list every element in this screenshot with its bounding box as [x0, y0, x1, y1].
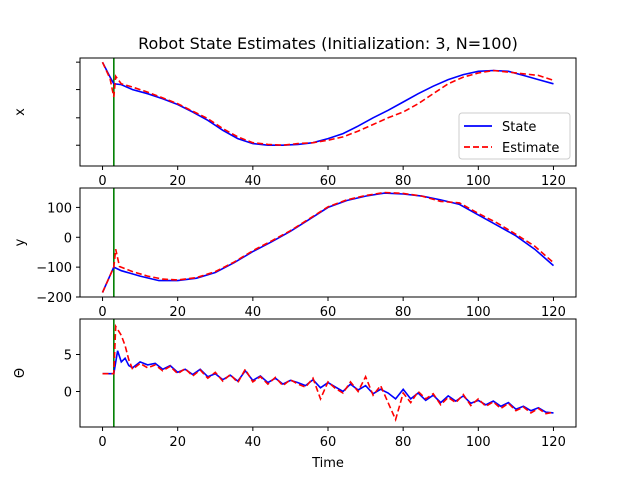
y-tick-label: 100: [47, 201, 72, 216]
y-axis-label: x: [13, 108, 28, 116]
y-tick-label: −100: [36, 261, 72, 276]
series-line-estimate: [102, 323, 554, 422]
y-tick-label: 0: [64, 231, 72, 246]
x-tick-label: 0: [98, 435, 106, 450]
x-tick-label: 0: [98, 174, 106, 189]
x-tick-label: 80: [395, 435, 412, 450]
legend: State Estimate: [458, 112, 571, 160]
x-tick-label: 120: [541, 305, 566, 320]
y-tick-label: −200: [36, 291, 72, 306]
x-tick-label: 60: [320, 435, 337, 450]
subplot-1: 0 20 40 60 80 100 120 x State Estimate: [13, 57, 577, 189]
series-line-estimate: [101, 61, 554, 147]
x-tick-label: 60: [320, 174, 337, 189]
chart-title: Robot State Estimates (Initialization: 3…: [138, 34, 518, 53]
legend-entry-state: State: [502, 120, 536, 135]
series-line-estimate: [101, 191, 555, 293]
x-tick-label: 20: [169, 174, 186, 189]
legend-entry-estimate: Estimate: [502, 141, 559, 156]
plot-frame: [79, 318, 577, 428]
y-tick-label: 0: [64, 385, 72, 400]
plot-frame: [79, 57, 577, 167]
x-tick-label: 0: [98, 305, 106, 320]
x-tick-label: 100: [466, 174, 491, 189]
x-tick-label: 60: [320, 305, 337, 320]
x-tick-label: 100: [466, 305, 491, 320]
x-tick-label: 120: [541, 174, 566, 189]
subplots: 0 20 40 60 80 100 120 x State Estimate 0 20 40 60 80 10…: [13, 57, 577, 471]
x-tick-label: 120: [541, 435, 566, 450]
subplot-2: 0 20 40 60 80 100 120 −200 −100 0 100 y: [13, 187, 577, 320]
subplot-3: 0 20 40 60 80 100 120 0 5 Θ Time: [13, 318, 577, 471]
plot-frame: [79, 187, 577, 298]
y-axis-label: y: [13, 238, 28, 246]
x-tick-label: 100: [466, 435, 491, 450]
x-tick-label: 40: [245, 305, 262, 320]
x-tick-label: 20: [169, 435, 186, 450]
x-tick-label: 40: [245, 435, 262, 450]
x-tick-label: 80: [395, 305, 412, 320]
y-tick-label: 5: [64, 349, 72, 364]
y-axis-label: Θ: [13, 368, 28, 378]
x-tick-label: 20: [169, 305, 186, 320]
x-tick-label: 40: [245, 174, 262, 189]
x-tick-label: 80: [395, 174, 412, 189]
x-axis-label: Time: [311, 456, 344, 471]
